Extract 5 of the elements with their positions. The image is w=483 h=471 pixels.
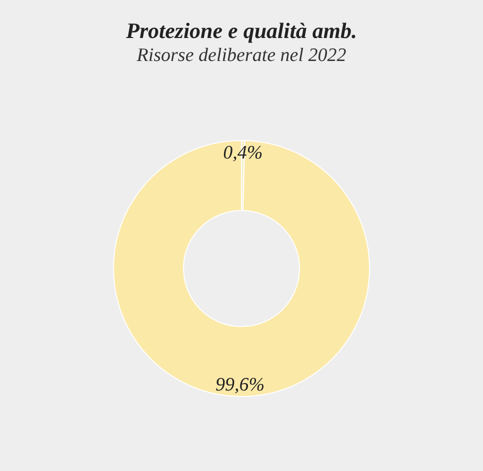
- data-label: 0,4%: [223, 142, 263, 164]
- data-label: 99,6%: [216, 374, 265, 396]
- chart-subtitle: Risorse deliberate nel 2022: [136, 45, 347, 66]
- chart-title: Protezione e qualità amb.: [125, 18, 357, 43]
- donut-slice: [113, 140, 370, 397]
